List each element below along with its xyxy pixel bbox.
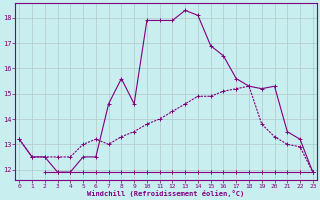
X-axis label: Windchill (Refroidissement éolien,°C): Windchill (Refroidissement éolien,°C) — [87, 190, 245, 197]
